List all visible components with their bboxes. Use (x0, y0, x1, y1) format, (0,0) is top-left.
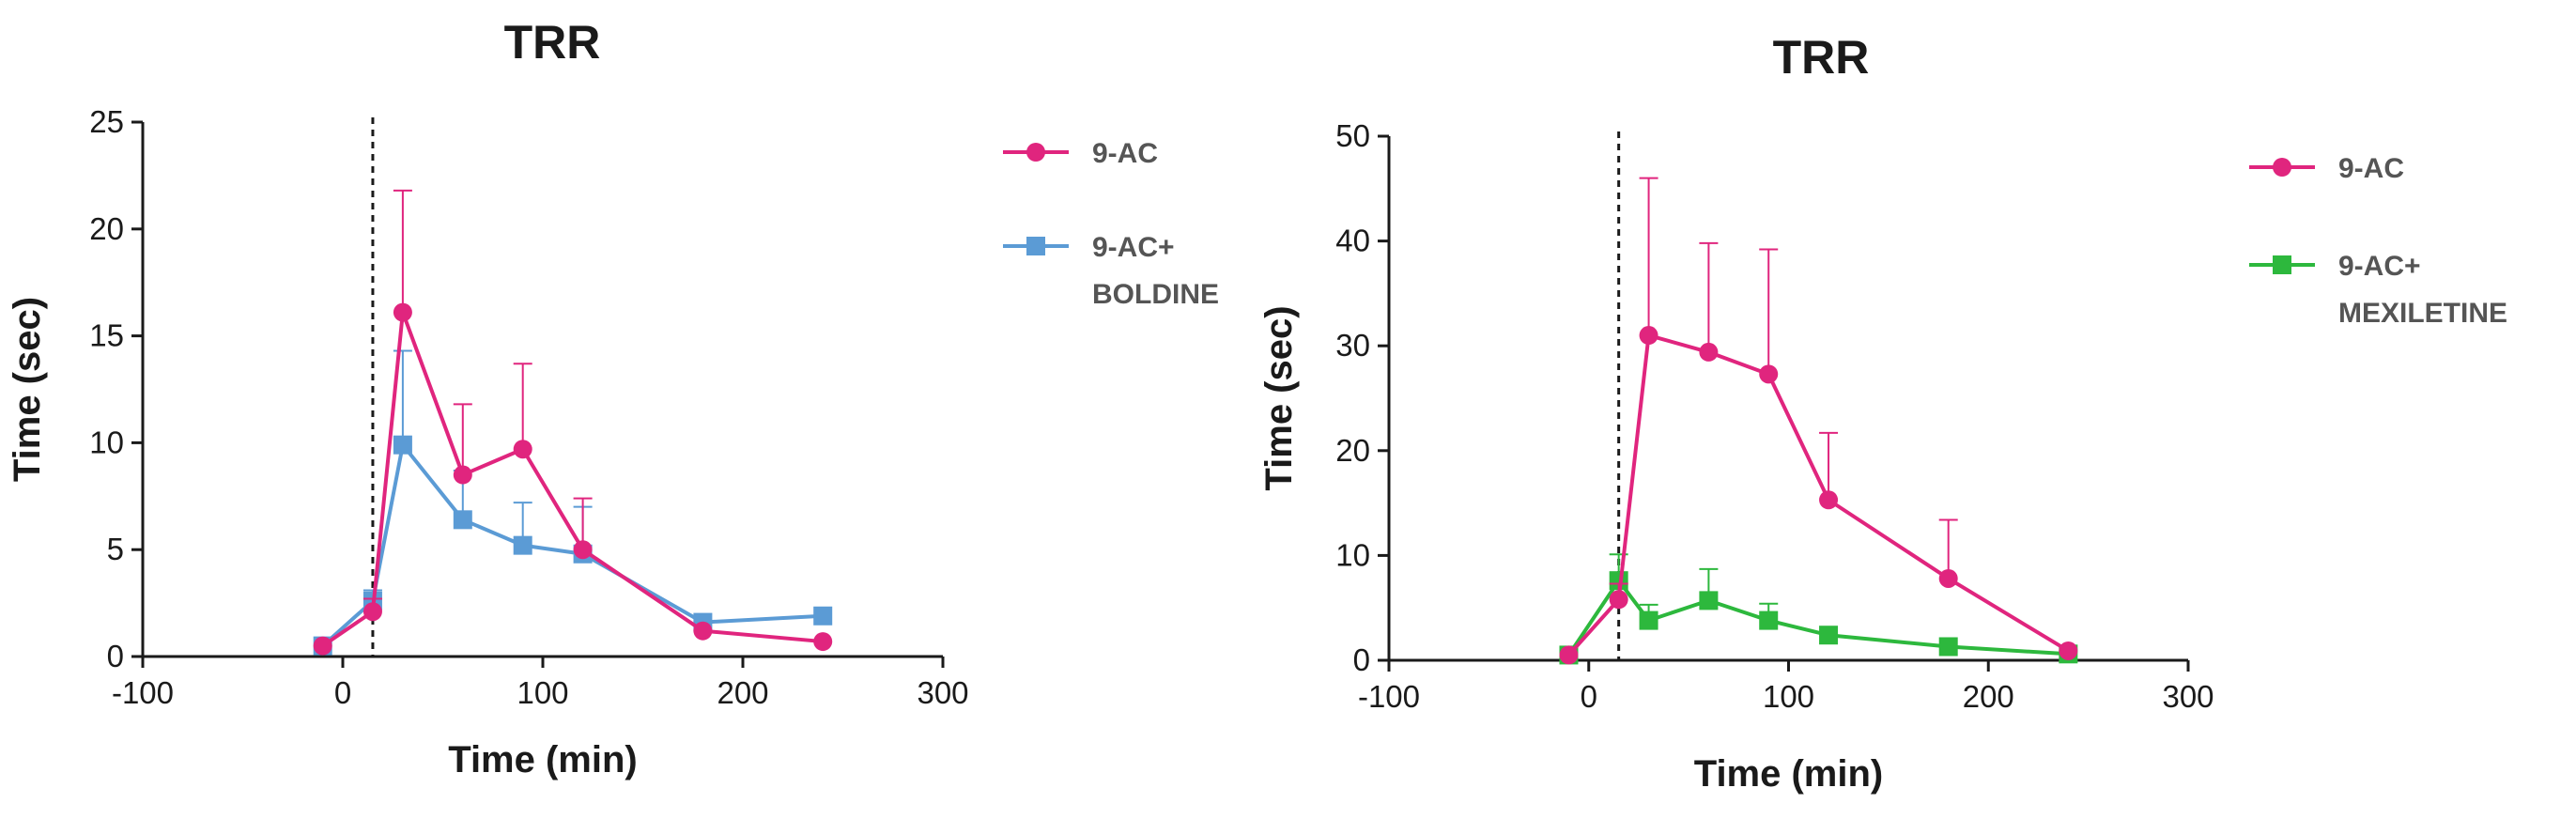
legend-item-2: 9-AC+ BOLDINE (1003, 232, 1219, 310)
data-point (1699, 591, 1719, 610)
data-point (1639, 326, 1658, 346)
legend-marker (1026, 143, 1045, 162)
x-tick-label: 200 (717, 675, 768, 710)
x-tick-label: 100 (517, 675, 568, 710)
series-2 (313, 349, 833, 656)
y-tick-label: 50 (1335, 118, 1370, 153)
legend-label: 9-AC+ (2338, 251, 2421, 282)
data-point (393, 435, 412, 455)
legend-item-1: 9-AC (2249, 153, 2404, 184)
x-axis-label: Time (min) (448, 739, 638, 780)
y-tick-label: 10 (89, 425, 124, 459)
data-point (1819, 490, 1839, 510)
x-tick-label: 0 (334, 675, 351, 710)
y-tick-label: 15 (89, 318, 124, 353)
series-1 (313, 189, 833, 656)
legend-item-2: 9-AC+ MEXILETINE (2249, 251, 2507, 329)
data-point (513, 440, 532, 459)
legend-marker (1026, 237, 1045, 255)
x-tick-label: 100 (1763, 679, 1814, 714)
data-point (393, 302, 412, 322)
data-point (1639, 610, 1658, 630)
chart-title: TRR (1773, 31, 1870, 84)
legend-label: 9-AC+ (1092, 232, 1175, 263)
data-point (813, 632, 833, 652)
series-1 (1559, 177, 2078, 665)
y-tick-label: 30 (1335, 328, 1370, 363)
y-tick-label: 40 (1335, 224, 1370, 258)
legend-item-1: 9-AC (1003, 138, 1158, 169)
data-point (453, 510, 472, 530)
x-axis-label: Time (min) (1694, 753, 1884, 795)
data-point (2059, 641, 2078, 660)
data-point (453, 465, 472, 485)
legend-marker (2273, 158, 2291, 177)
y-tick-label: 10 (1335, 537, 1370, 572)
y-axis-label: Time (sec) (1258, 305, 1300, 490)
legend-label: BOLDINE (1092, 279, 1219, 310)
data-point (693, 621, 713, 641)
y-tick-label: 20 (1335, 433, 1370, 468)
x-tick-label: 0 (1581, 679, 1597, 714)
y-tick-label: 0 (107, 639, 124, 673)
series-line (321, 310, 824, 648)
legend-label: 9-AC (1092, 138, 1158, 169)
data-point (1759, 364, 1779, 384)
data-point (1938, 568, 1958, 588)
legend-label: MEXILETINE (2338, 298, 2507, 329)
data-point (513, 535, 532, 555)
data-point (1759, 610, 1779, 630)
legend-marker (2273, 255, 2291, 274)
data-point (813, 606, 833, 626)
series-line (1566, 333, 2070, 657)
data-point (1609, 571, 1628, 591)
data-point (1699, 342, 1719, 362)
y-tick-label: 25 (89, 104, 124, 139)
x-tick-label: 200 (1963, 679, 2014, 714)
y-tick-label: 0 (1353, 642, 1370, 677)
data-point (362, 602, 382, 622)
x-tick-label: 300 (2162, 679, 2214, 714)
x-tick-label: -100 (1358, 679, 1420, 714)
data-point (1559, 645, 1579, 665)
legend-label: 9-AC (2338, 153, 2404, 184)
data-point (1938, 637, 1958, 657)
y-axis-label: Time (sec) (7, 297, 48, 482)
data-point (573, 540, 593, 560)
chart-title: TRR (504, 16, 601, 69)
data-point (1819, 626, 1839, 645)
y-tick-label: 20 (89, 211, 124, 246)
x-tick-label: 300 (917, 675, 968, 710)
data-point (313, 636, 332, 656)
y-tick-label: 5 (107, 532, 124, 566)
x-tick-label: -100 (112, 675, 174, 710)
series-line (321, 442, 824, 648)
data-point (1609, 590, 1628, 610)
